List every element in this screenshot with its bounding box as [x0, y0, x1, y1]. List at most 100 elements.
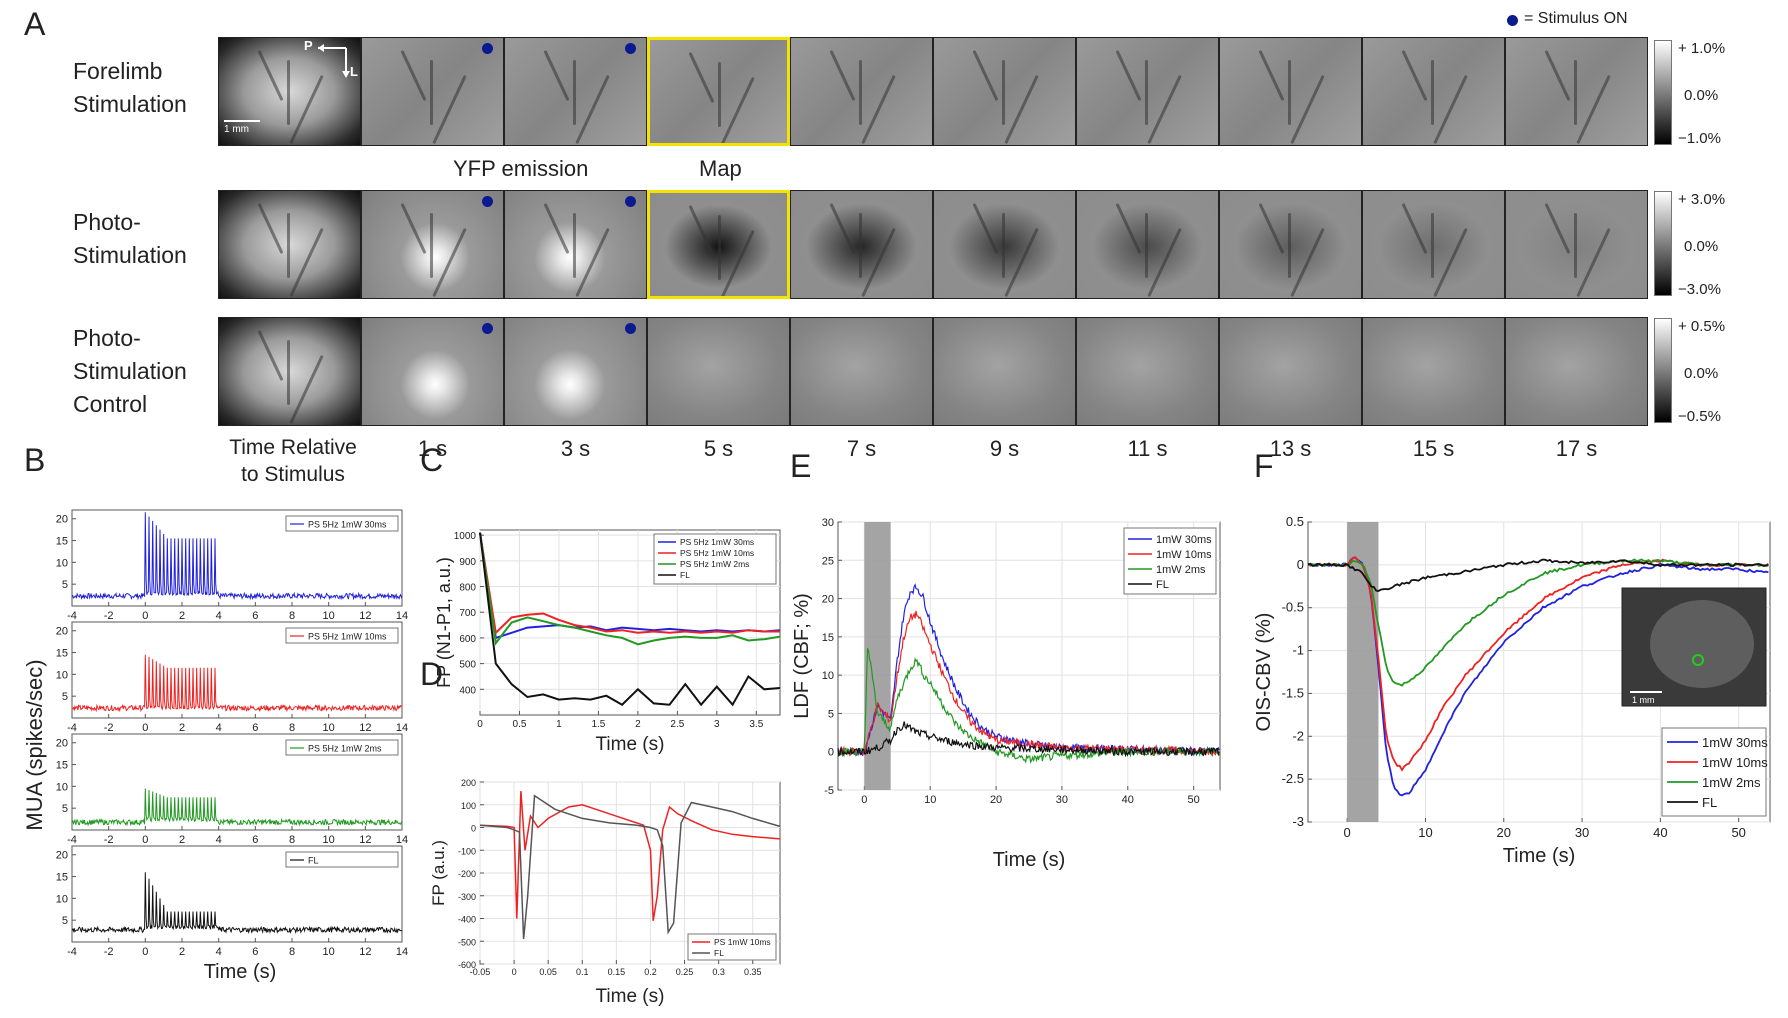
map-image-frame — [1505, 317, 1648, 426]
x-axis-label: Time (s) — [596, 734, 665, 755]
legend-box — [285, 627, 399, 644]
map-image-frame — [933, 190, 1076, 299]
x-tick-label: 0.1 — [576, 967, 589, 977]
orientation-p-label: P — [304, 38, 313, 53]
x-tick-label: 1 — [556, 719, 562, 730]
vessel-texture — [861, 227, 896, 298]
vessel-texture — [1401, 49, 1428, 102]
x-tick-label: 12 — [359, 610, 371, 622]
panel-label-e: E — [790, 448, 812, 484]
panel-label-f: F — [1254, 448, 1274, 484]
vessel-texture — [1002, 60, 1005, 125]
y-tick-label: 30 — [822, 517, 834, 529]
map-image-frame — [1219, 37, 1362, 146]
vessel-texture — [688, 51, 715, 104]
chart-d: -0.05 0 0.05 0.1 0.15 0.2 0.25 0.3 0.35 -600 -500 -… — [429, 778, 781, 1007]
y-tick-label: 20 — [822, 594, 834, 606]
map-image-frame — [1505, 37, 1648, 146]
vessel-texture — [972, 202, 999, 255]
y-tick-label: 20 — [56, 514, 68, 526]
mua-trace — [71, 788, 403, 827]
x-tick-label: 10 — [323, 722, 335, 734]
map-image-frame — [1076, 37, 1219, 146]
y-axis-label: FP (a.u.) — [429, 840, 448, 906]
inset-cortex — [1650, 600, 1754, 688]
y-tick-label: -400 — [458, 915, 476, 925]
legend-label: PS 5Hz 1mW 30ms — [308, 520, 387, 530]
x-tick-label: 40 — [1122, 794, 1134, 806]
x-tick-label: 2 — [179, 722, 185, 734]
row-label-line: Photo- — [73, 325, 141, 351]
row-label-line: Stimulation — [73, 91, 187, 117]
y-tick-label: 700 — [459, 608, 476, 619]
y-tick-label: 200 — [461, 778, 476, 788]
x-tick-label: 10 — [323, 946, 335, 958]
vessel-texture — [1433, 227, 1468, 298]
row-label-line: Photo- — [73, 209, 141, 235]
y-axis-label: MUA (spikes/sec) — [22, 659, 47, 830]
y-tick-label: 5 — [62, 915, 68, 927]
y-tick-label: -5 — [824, 785, 834, 797]
x-tick-label: 0 — [142, 722, 148, 734]
legend-label: PS 1mW 10ms — [714, 937, 771, 947]
x-tick-label: 12 — [359, 834, 371, 846]
fp-series-line — [479, 532, 780, 635]
vessel-texture — [1147, 227, 1182, 298]
vessel-texture — [1115, 202, 1142, 255]
y-tick-label: -1.5 — [1282, 685, 1304, 700]
inset-scale-label: 1 mm — [1632, 695, 1655, 705]
time-label: 17 s — [1555, 436, 1598, 461]
vessel-texture — [289, 227, 324, 298]
x-tick-label: 20 — [990, 794, 1002, 806]
vessel-texture — [1574, 213, 1577, 278]
time-label: 15 s — [1412, 436, 1455, 461]
vessel-texture — [1145, 213, 1148, 278]
x-tick-label: 0 — [142, 834, 148, 846]
y-tick-label: 400 — [459, 685, 476, 696]
map-image-frame — [1362, 190, 1505, 299]
vessel-texture — [1433, 74, 1468, 145]
fp-waveform-line — [479, 794, 781, 940]
x-tick-label: 2.5 — [670, 719, 684, 730]
x-tick-label: 0 — [477, 719, 483, 730]
x-tick-label: 8 — [289, 610, 295, 622]
row-label-photostim: Photo- Stimulation — [73, 206, 187, 272]
ois-series-line — [1307, 556, 1769, 797]
vessel-texture — [1544, 49, 1571, 102]
orientation-compass — [300, 38, 360, 93]
time-relative-line: to Stimulus — [241, 463, 345, 486]
x-tick-label: 8 — [289, 946, 295, 958]
mua-trace — [71, 512, 403, 601]
stimulus-legend-text: = Stimulus ON — [1524, 10, 1628, 27]
x-tick-label: 40 — [1653, 825, 1667, 840]
x-tick-label: 50 — [1731, 825, 1745, 840]
y-tick-label: 15 — [56, 872, 68, 884]
y-tick-label: -0.5 — [1282, 600, 1304, 615]
colorbar-photostim — [1654, 191, 1672, 296]
x-tick-label: 10 — [924, 794, 936, 806]
ldf-series-line — [837, 721, 1220, 758]
vessel-texture — [688, 204, 715, 257]
stimulus-on-dot-icon — [625, 43, 636, 54]
map-image-frame — [790, 317, 933, 426]
y-tick-label: 15 — [56, 760, 68, 772]
y-tick-label: 5 — [62, 803, 68, 815]
x-tick-label: 0.15 — [608, 967, 626, 977]
legend-label: PS 5Hz 1mW 2ms — [308, 744, 382, 754]
x-tick-label: 0.05 — [539, 967, 557, 977]
colorbar-label: 0.0% — [1684, 365, 1719, 382]
x-tick-label: -4 — [67, 610, 77, 622]
legend-label: FL — [1702, 795, 1717, 810]
map-image-frame — [790, 190, 933, 299]
vessel-texture — [575, 74, 610, 145]
vessel-texture — [1576, 227, 1611, 298]
y-axis-label: LDF (CBF; %) — [791, 593, 813, 719]
time-label: 3 s — [560, 436, 591, 461]
vessel-texture — [287, 340, 290, 405]
vessel-texture — [1574, 60, 1577, 125]
colorbar-label: + 1.0% — [1678, 40, 1726, 57]
vessel-texture — [287, 60, 290, 125]
legend-label: PS 5Hz 1mW 2ms — [680, 559, 749, 569]
vessel-texture — [257, 329, 284, 382]
